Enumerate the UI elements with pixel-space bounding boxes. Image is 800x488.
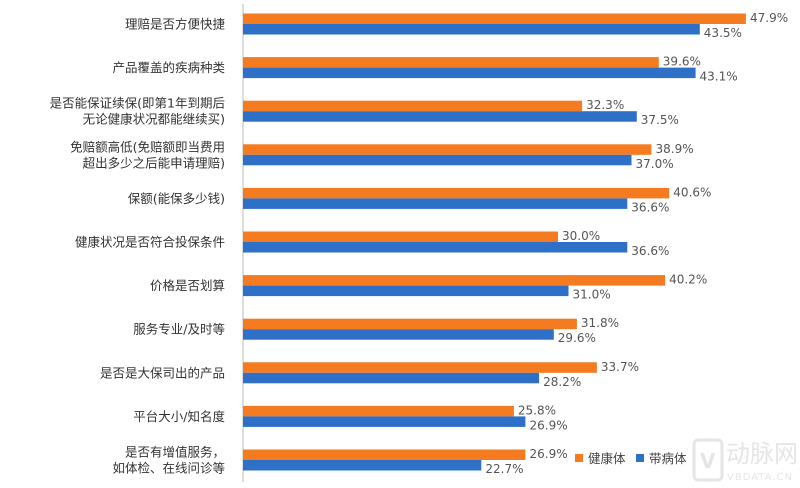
data-label: 37.0% [636,157,674,171]
category-label-line: 平台大小/知名度 [133,409,225,424]
category-label-line: 价格是否划算 [150,278,225,293]
bar-healthy [243,318,577,330]
category-label: 平台大小/知名度 [133,409,225,424]
data-label: 33.7% [601,360,639,374]
bar-sick [243,372,540,384]
legend-label-sick: 带病体 [649,451,687,466]
category-label: 免赔额高低(免赔额即当费用超出多少之后能申请理赔) [70,139,225,170]
category-label-line: 是否能保证续保(即第1年到期后 [50,96,225,111]
bar-healthy [243,13,746,24]
data-label: 31.0% [573,288,611,302]
bar-healthy [243,405,514,417]
bar-sick [243,198,628,209]
data-label: 31.8% [581,316,619,330]
bar-healthy [243,275,666,286]
data-label: 43.1% [700,70,738,84]
data-label: 40.6% [673,185,711,199]
category-label-line: 无论健康状况都能继续买) [83,112,225,127]
data-label: 22.7% [485,462,523,476]
bar-healthy [243,100,583,112]
svg-text:V: V [700,449,716,473]
category-label-line: 健康状况是否符合投保条件 [75,235,225,250]
data-label: 29.6% [558,331,596,345]
watermark-text: 动脉网 [726,440,798,468]
category-label: 服务专业/及时等 [133,322,225,337]
legend-label-healthy: 健康体 [588,451,626,466]
legend: 健康体 带病体 [575,451,687,466]
category-label: 理赔是否方便快捷 [125,17,226,32]
data-label: 38.9% [656,142,694,156]
bar-sick [243,285,569,297]
bar-sick [243,416,526,427]
category-label-line: 是否是大保司出的产品 [100,365,225,380]
category-label: 产品覆盖的疾病种类 [112,60,225,75]
bar-healthy [243,362,597,373]
bar-healthy [243,231,558,242]
category-label: 健康状况是否符合投保条件 [75,235,225,250]
legend-swatch-healthy [575,454,583,462]
data-label: 37.5% [641,113,679,127]
data-label: 47.9% [750,11,788,25]
category-label-line: 超出多少之后能申请理赔) [83,155,225,170]
bar-sick [243,24,700,35]
category-label: 是否有增值服务，如体检、在线问诊等 [112,445,225,476]
data-label: 36.6% [631,200,669,214]
data-label: 36.6% [631,244,669,258]
data-label: 25.8% [518,403,556,417]
watermark-logo: V 动脉网 VBDATA.CN [692,438,798,483]
data-label: 30.0% [562,229,600,243]
bar-sick [243,154,632,166]
legend-swatch-sick [636,454,644,462]
bar-sick [243,111,637,122]
category-label: 是否能保证续保(即第1年到期后无论健康状况都能继续买) [50,96,225,127]
data-label: 32.3% [586,98,624,112]
category-label-line: 免赔额高低(免赔额即当费用 [70,139,225,154]
bar-sick [243,329,554,340]
category-label: 价格是否划算 [150,278,225,293]
category-label: 保额(能保多少钱) [128,191,225,206]
bar-healthy [243,449,526,460]
data-label: 39.6% [663,55,701,69]
category-label-line: 如体检、在线问诊等 [112,461,225,476]
data-label: 40.2% [669,273,707,287]
bar-sick [243,67,696,79]
category-label-line: 保额(能保多少钱) [128,191,225,206]
data-label: 26.9% [530,418,568,432]
bar-healthy [243,144,652,155]
bar-healthy [243,57,659,68]
bar-sick [243,242,628,253]
category-label: 是否是大保司出的产品 [100,365,225,380]
category-label-line: 是否有增值服务， [125,445,225,460]
watermark-subtext: VBDATA.CN [727,472,793,483]
data-label: 28.2% [543,375,581,389]
bar-healthy [243,187,670,199]
bar-sick [243,460,482,471]
data-label: 43.5% [704,26,742,40]
category-label-line: 产品覆盖的疾病种类 [112,60,225,75]
category-label-line: 理赔是否方便快捷 [125,17,226,32]
data-label: 26.9% [530,447,568,461]
category-label-line: 服务专业/及时等 [133,322,225,337]
